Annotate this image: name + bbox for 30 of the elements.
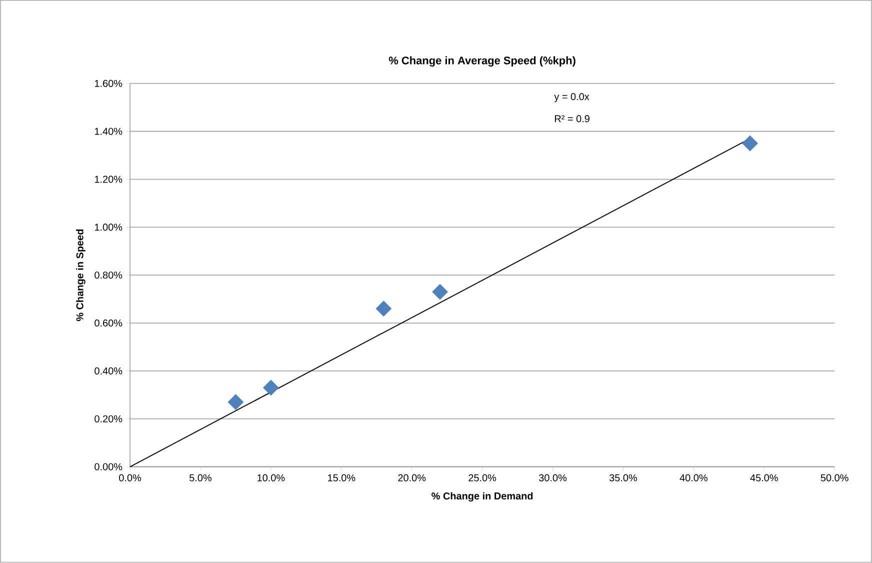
y-tick-label: 0.80% bbox=[94, 272, 122, 279]
chart-title: % Change in Average Speed (%kph) bbox=[388, 56, 576, 67]
x-tick-label: 5.0% bbox=[190, 474, 212, 482]
annotation: R² = 0.9 bbox=[554, 115, 590, 122]
x-tick-label: 0.0% bbox=[119, 474, 142, 482]
y-tick-label: 0.00% bbox=[94, 463, 122, 470]
point bbox=[376, 300, 392, 317]
point bbox=[228, 394, 244, 410]
point bbox=[742, 135, 758, 152]
y-tick-label: 0.40% bbox=[94, 368, 122, 375]
y-tick-label: 1.40% bbox=[94, 128, 122, 136]
x-tick-label: 15.0% bbox=[328, 474, 356, 482]
x-tick-label: 10.0% bbox=[258, 474, 285, 482]
y-tick-label: 1.00% bbox=[94, 224, 122, 231]
x-tick-label: 40.0% bbox=[680, 474, 708, 482]
annotation: y = 0.0x bbox=[554, 93, 590, 102]
y-tick-label: 1.60% bbox=[94, 80, 122, 88]
x-tick-label: 45.0% bbox=[750, 474, 778, 482]
y-axis-title: % Change in Speed bbox=[76, 230, 86, 322]
x-axis-title: % Change in Demand bbox=[432, 492, 533, 502]
point bbox=[262, 380, 279, 396]
y-tick-label: 0.60% bbox=[94, 320, 122, 327]
x-tick-label: 25.0% bbox=[468, 474, 496, 482]
x-tick-label: 30.0% bbox=[538, 474, 567, 482]
x-tick-label: 20.0% bbox=[398, 474, 426, 482]
point bbox=[432, 284, 448, 300]
y-tick-label: 0.20% bbox=[94, 415, 122, 422]
x-tick-label: 50.0% bbox=[820, 474, 848, 482]
y-tick-label: 1.20% bbox=[94, 176, 122, 183]
x-tick-label: 35.0% bbox=[609, 474, 637, 482]
